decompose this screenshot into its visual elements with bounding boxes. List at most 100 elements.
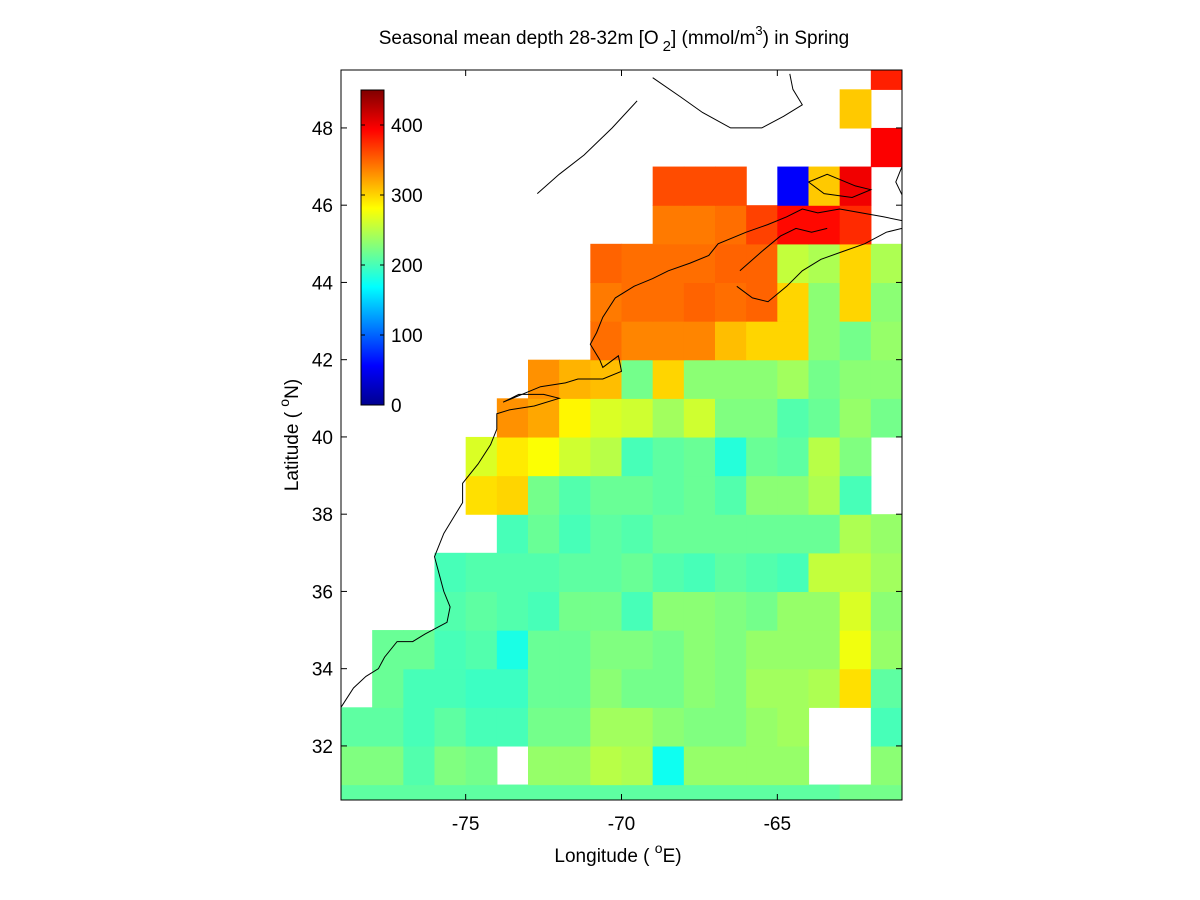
heatmap-cell	[715, 205, 747, 245]
heatmap-cell	[746, 321, 778, 361]
heatmap-cell	[652, 784, 685, 800]
heatmap-cell	[746, 668, 778, 708]
heatmap-cell	[652, 514, 685, 554]
heatmap-cell	[715, 707, 747, 747]
heatmap-cell	[683, 205, 716, 245]
heatmap-cell	[528, 668, 560, 708]
heatmap-cell	[870, 127, 902, 168]
heatmap-cell	[559, 475, 591, 515]
heatmap-cell	[839, 243, 872, 284]
coastline-segment	[652, 73, 803, 129]
heatmap-cell	[372, 668, 404, 708]
heatmap-cell	[496, 784, 529, 800]
heatmap-cell	[434, 668, 467, 708]
heatmap-cell	[652, 205, 685, 245]
heatmap-cell	[777, 282, 810, 322]
heatmap-cell	[777, 591, 810, 631]
heatmap-cells	[341, 0, 902, 800]
heatmap-cell	[590, 282, 623, 322]
heatmap-cell	[465, 475, 498, 515]
heatmap-cell	[808, 398, 841, 438]
heatmap-cell	[372, 630, 404, 670]
heatmap-cell	[621, 514, 654, 554]
heatmap-cell	[808, 321, 841, 361]
heatmap-cell	[590, 630, 623, 670]
heatmap-cell	[746, 475, 778, 515]
heatmap-cell	[496, 514, 529, 554]
heatmap-cell	[559, 591, 591, 631]
heatmap-cell	[746, 359, 778, 399]
colorbar-tick-label: 100	[391, 326, 423, 347]
heatmap-cell	[496, 436, 529, 477]
coastline-segment	[341, 208, 902, 708]
heatmap-cell	[590, 784, 623, 800]
heatmap-cell	[870, 745, 902, 786]
heatmap-cell	[652, 398, 685, 438]
heatmap-cell	[652, 630, 685, 670]
coastline-segment	[808, 173, 873, 199]
colorbar-tick-label: 400	[391, 116, 423, 137]
heatmap-cell	[839, 398, 872, 438]
heatmap-cell	[839, 359, 872, 399]
heatmap-cell	[840, 0, 872, 13]
y-tick-label: 42	[312, 351, 333, 372]
heatmap-cell	[621, 475, 654, 515]
heatmap-cell	[621, 243, 654, 284]
heatmap-cell	[870, 514, 902, 554]
heatmap-cell	[746, 707, 778, 747]
heatmap-cell	[777, 745, 810, 786]
heatmap-cell	[683, 707, 716, 747]
y-tick-label: 38	[312, 505, 333, 526]
heatmap-cell	[808, 552, 841, 593]
heatmap-cell	[715, 398, 747, 438]
heatmap-cell	[434, 591, 467, 631]
colorbar-tick-label: 0	[391, 396, 402, 417]
colorbar-tick-label: 200	[391, 256, 423, 277]
heatmap-cell	[777, 0, 809, 13]
heatmap-cell	[777, 630, 810, 670]
heatmap-cell	[746, 243, 778, 284]
x-axis-label: Longitude ( oE)	[554, 840, 681, 867]
heatmap-cell	[839, 205, 872, 245]
heatmap-cell	[870, 668, 902, 708]
heatmap-cell	[777, 398, 810, 438]
heatmap-cell	[839, 668, 872, 708]
heatmap-cell	[870, 282, 902, 322]
heatmap-cell	[559, 436, 591, 477]
heatmap-cell	[528, 745, 560, 786]
heatmap-cell	[528, 630, 560, 670]
y-axis-ticks: 32 34 36 38 40 42 44 46 48	[312, 119, 902, 758]
heatmap-cell	[621, 552, 654, 593]
heatmap-cell	[777, 166, 810, 206]
x-axis-ticks: -75 -70 -65	[452, 70, 791, 835]
heatmap-cell	[621, 282, 654, 322]
heatmap-cell	[839, 630, 872, 670]
heatmap-cell	[777, 514, 810, 554]
heatmap-cell	[590, 514, 623, 554]
heatmap-cell	[652, 166, 685, 206]
heatmap-cell	[683, 166, 716, 206]
heatmap-cell	[777, 359, 810, 399]
heatmap-cell	[715, 166, 747, 206]
heatmap-cell	[372, 745, 404, 786]
heatmap-cell	[372, 707, 404, 747]
heatmap-cell	[683, 359, 716, 399]
y-tick-label: 36	[312, 582, 333, 603]
heatmap-cell	[652, 436, 685, 477]
colorbar-ticks: 0 100 200 300 400	[361, 116, 423, 417]
heatmap-cell	[559, 552, 591, 593]
heatmap-cell	[590, 475, 623, 515]
heatmap-cell	[341, 707, 373, 747]
heatmap-cell	[839, 89, 872, 129]
heatmap-cell	[683, 668, 716, 708]
coastline-segment	[536, 100, 638, 194]
y-tick-label: 46	[312, 196, 333, 217]
coastline-segment	[895, 166, 902, 217]
heatmap-cell	[746, 282, 778, 322]
y-tick-label: 48	[312, 119, 333, 140]
heatmap-cell	[434, 745, 467, 786]
colorbar-gradient	[360, 89, 385, 406]
heatmap-cell	[496, 707, 529, 747]
heatmap-cell	[403, 784, 436, 800]
heatmap-cell	[870, 359, 902, 399]
